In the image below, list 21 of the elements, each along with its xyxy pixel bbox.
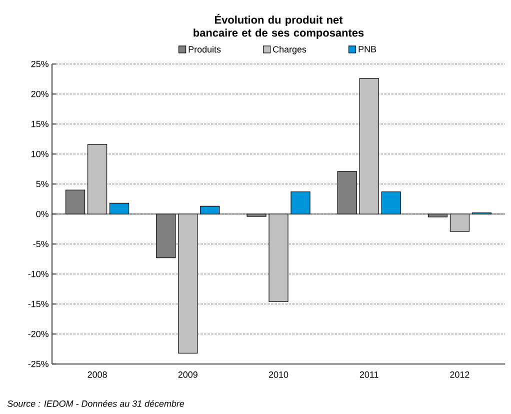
y-tick-label: 15%	[32, 120, 48, 128]
x-tick-label: 2008	[88, 371, 107, 378]
x-tick-label: 2010	[268, 371, 288, 378]
text: Source : IEDOM - Données au 31 décembre	[7, 400, 184, 407]
y-tick-label: -20%	[28, 330, 48, 338]
x-tick-label: 2012	[450, 371, 470, 378]
x-tick-label: 2009	[178, 371, 198, 378]
y-tick-label: -15%	[28, 300, 48, 308]
x-tick-label: 2011	[360, 371, 378, 378]
y-tick-label: 5%	[36, 180, 48, 188]
y-tick-label: 25%	[31, 60, 48, 68]
y-tick-label: 10%	[32, 150, 48, 158]
legend-label: Charges	[273, 46, 306, 54]
legend-label: PNB	[358, 46, 376, 52]
y-tick-label: 0%	[36, 210, 48, 218]
y-tick-label: -25%	[28, 360, 48, 368]
y-tick-label: -5%	[33, 240, 48, 248]
chart-title: Évolution du produit net bancaire et de ses composantes	[194, 14, 364, 39]
legend-label: Produits	[188, 46, 221, 53]
y-tick-label: -10%	[28, 270, 48, 278]
y-tick-label: 20%	[31, 90, 48, 98]
